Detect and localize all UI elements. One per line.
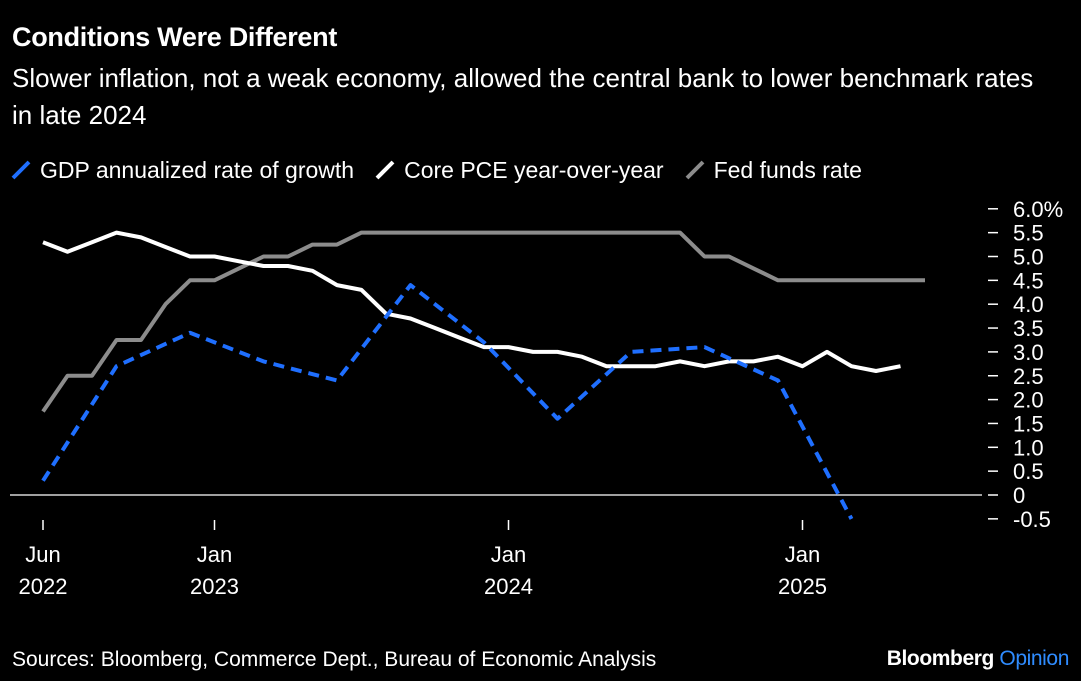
legend: GDP annualized rate of growth Core PCE y… xyxy=(10,152,882,188)
x-tick-label-year: 2023 xyxy=(190,574,239,599)
y-tick-label: 1.5 xyxy=(1013,411,1044,436)
series-line-gdp xyxy=(41,283,854,520)
series-line-fed-funds xyxy=(41,230,925,413)
y-tick-label: 6.0% xyxy=(1013,197,1063,222)
y-tick-label: 5.5 xyxy=(1013,221,1044,246)
line-chart: 6.0%5.55.04.54.03.53.02.52.01.51.00.50-0… xyxy=(10,197,1063,599)
x-tick-label-year: 2025 xyxy=(778,574,827,599)
legend-label-core-pce: Core PCE year-over-year xyxy=(404,156,664,183)
x-tick-label-month: Jun xyxy=(25,542,60,567)
x-tick-label-year: 2022 xyxy=(19,574,68,599)
legend-swatch-fed-funds xyxy=(685,160,704,180)
x-tick-label-month: Jan xyxy=(197,542,232,567)
brand-logo: Bloomberg Opinion xyxy=(886,647,1070,671)
x-tick-label-month: Jan xyxy=(785,542,820,567)
brand-name: Bloomberg xyxy=(886,647,995,670)
legend-item-fed-funds: Fed funds rate xyxy=(684,157,862,184)
chart-title: Conditions Were Different xyxy=(12,22,338,52)
source-note: Sources: Bloomberg, Commerce Dept., Bure… xyxy=(12,648,657,671)
y-tick-label: 2.5 xyxy=(1013,364,1044,389)
legend-swatch-gdp xyxy=(11,160,31,180)
legend-swatch-core-pce xyxy=(375,160,395,180)
legend-label-fed-funds: Fed funds rate xyxy=(713,156,862,183)
series-line-core-pce xyxy=(42,230,901,373)
y-tick-label: 0.5 xyxy=(1013,459,1044,484)
x-tick-label-month: Jan xyxy=(491,542,526,567)
y-tick-label: 2.0 xyxy=(1013,388,1044,413)
y-tick-label: 5.0 xyxy=(1013,245,1044,270)
y-tick-label: 4.0 xyxy=(1013,292,1044,317)
brand-suffix: Opinion xyxy=(999,647,1069,670)
y-tick-label: -0.5 xyxy=(1013,507,1051,532)
y-tick-label: 3.5 xyxy=(1013,316,1044,341)
y-tick-label: 1.0 xyxy=(1013,435,1044,460)
legend-item-core-pce: Core PCE year-over-year xyxy=(374,156,664,184)
y-tick-label: 3.0 xyxy=(1013,340,1044,365)
y-tick-label: 0 xyxy=(1013,483,1025,508)
chart-subtitle: Slower inflation, not a weak economy, al… xyxy=(12,63,1034,130)
y-tick-label: 4.5 xyxy=(1013,268,1044,293)
legend-label-gdp: GDP annualized rate of growth xyxy=(40,156,355,183)
legend-item-gdp: GDP annualized rate of growth xyxy=(10,157,354,184)
x-tick-label-year: 2024 xyxy=(484,574,533,599)
